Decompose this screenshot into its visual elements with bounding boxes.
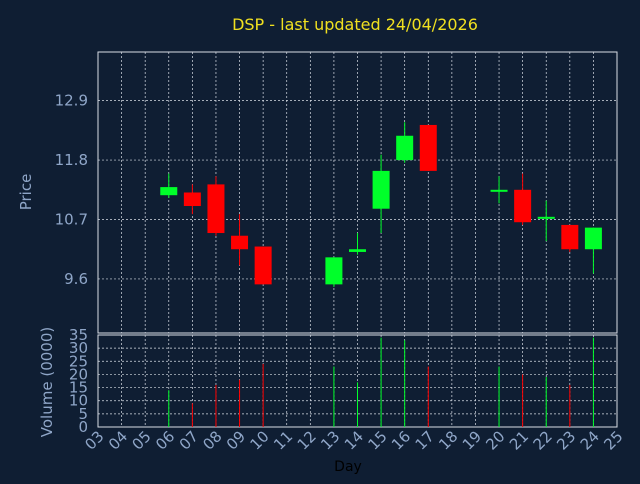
volume-tick-label: 20 (69, 365, 88, 383)
day-axis-label: Day (334, 459, 362, 475)
day-tick-label: 19 (459, 427, 485, 453)
day-tick-label: 05 (129, 427, 155, 453)
day-tick-label: 08 (199, 427, 225, 453)
day-tick-label: 10 (246, 427, 272, 453)
day-tick-label: 17 (412, 427, 438, 453)
volume-axis-label: Volume (0000) (38, 327, 56, 437)
price-axis-label: Price (17, 174, 35, 211)
volume-tick-label: 35 (69, 326, 88, 344)
candle-body-up (160, 187, 178, 196)
volume-tick-label: 25 (69, 352, 88, 370)
candle-body-up (325, 257, 343, 285)
day-tick-label: 04 (105, 427, 131, 453)
candle-body-down (231, 235, 249, 250)
day-tick-label: 09 (223, 427, 249, 453)
day-tick-label: 20 (482, 427, 508, 453)
day-tick-label: 21 (506, 427, 532, 453)
volume-tick-label: 10 (69, 392, 88, 410)
day-tick-label: 25 (600, 427, 626, 453)
day-tick-label: 12 (294, 427, 320, 453)
day-tick-label: 23 (553, 427, 579, 453)
volume-tick-label: 0 (78, 418, 88, 436)
volume-tick-label: 15 (69, 379, 88, 397)
candle-body-up (349, 249, 366, 252)
candle-body-up (584, 227, 602, 250)
day-tick-label: 22 (530, 427, 556, 453)
day-tick-label: 07 (176, 427, 202, 453)
price-tick-label: 10.7 (55, 211, 88, 229)
price-tick-label: 12.9 (55, 92, 88, 110)
candle-body-down (254, 246, 272, 285)
candle-body-down (207, 184, 225, 234)
candle-body-down (514, 189, 532, 223)
candle-body-up (490, 189, 508, 192)
candle-body-down (183, 192, 201, 207)
candle-body-up (372, 170, 390, 209)
day-tick-label: 15 (364, 427, 390, 453)
chart-title: DSP - last updated 24/04/2026 (232, 15, 478, 34)
price-tick-label: 11.8 (55, 151, 88, 169)
day-tick-label: 06 (152, 427, 178, 453)
volume-tick-label: 5 (78, 405, 88, 423)
day-axis: 0304050607080910111213141516171819202122… (81, 427, 626, 453)
day-tick-label: 11 (270, 427, 296, 453)
day-tick-label: 14 (341, 427, 367, 453)
price-tick-label: 9.6 (64, 270, 88, 288)
candle-body-up (396, 135, 414, 161)
day-tick-label: 16 (388, 427, 414, 453)
volume-tick-label: 30 (69, 339, 88, 357)
day-tick-label: 24 (577, 427, 603, 453)
day-tick-label: 13 (317, 427, 343, 453)
price-panel: 9.6 10.7 11.8 12.9 (55, 51, 618, 334)
candle-body-down (561, 224, 579, 250)
day-tick-label: 18 (435, 427, 461, 453)
candle-body-down (419, 124, 437, 171)
candle-body-up (537, 216, 555, 219)
